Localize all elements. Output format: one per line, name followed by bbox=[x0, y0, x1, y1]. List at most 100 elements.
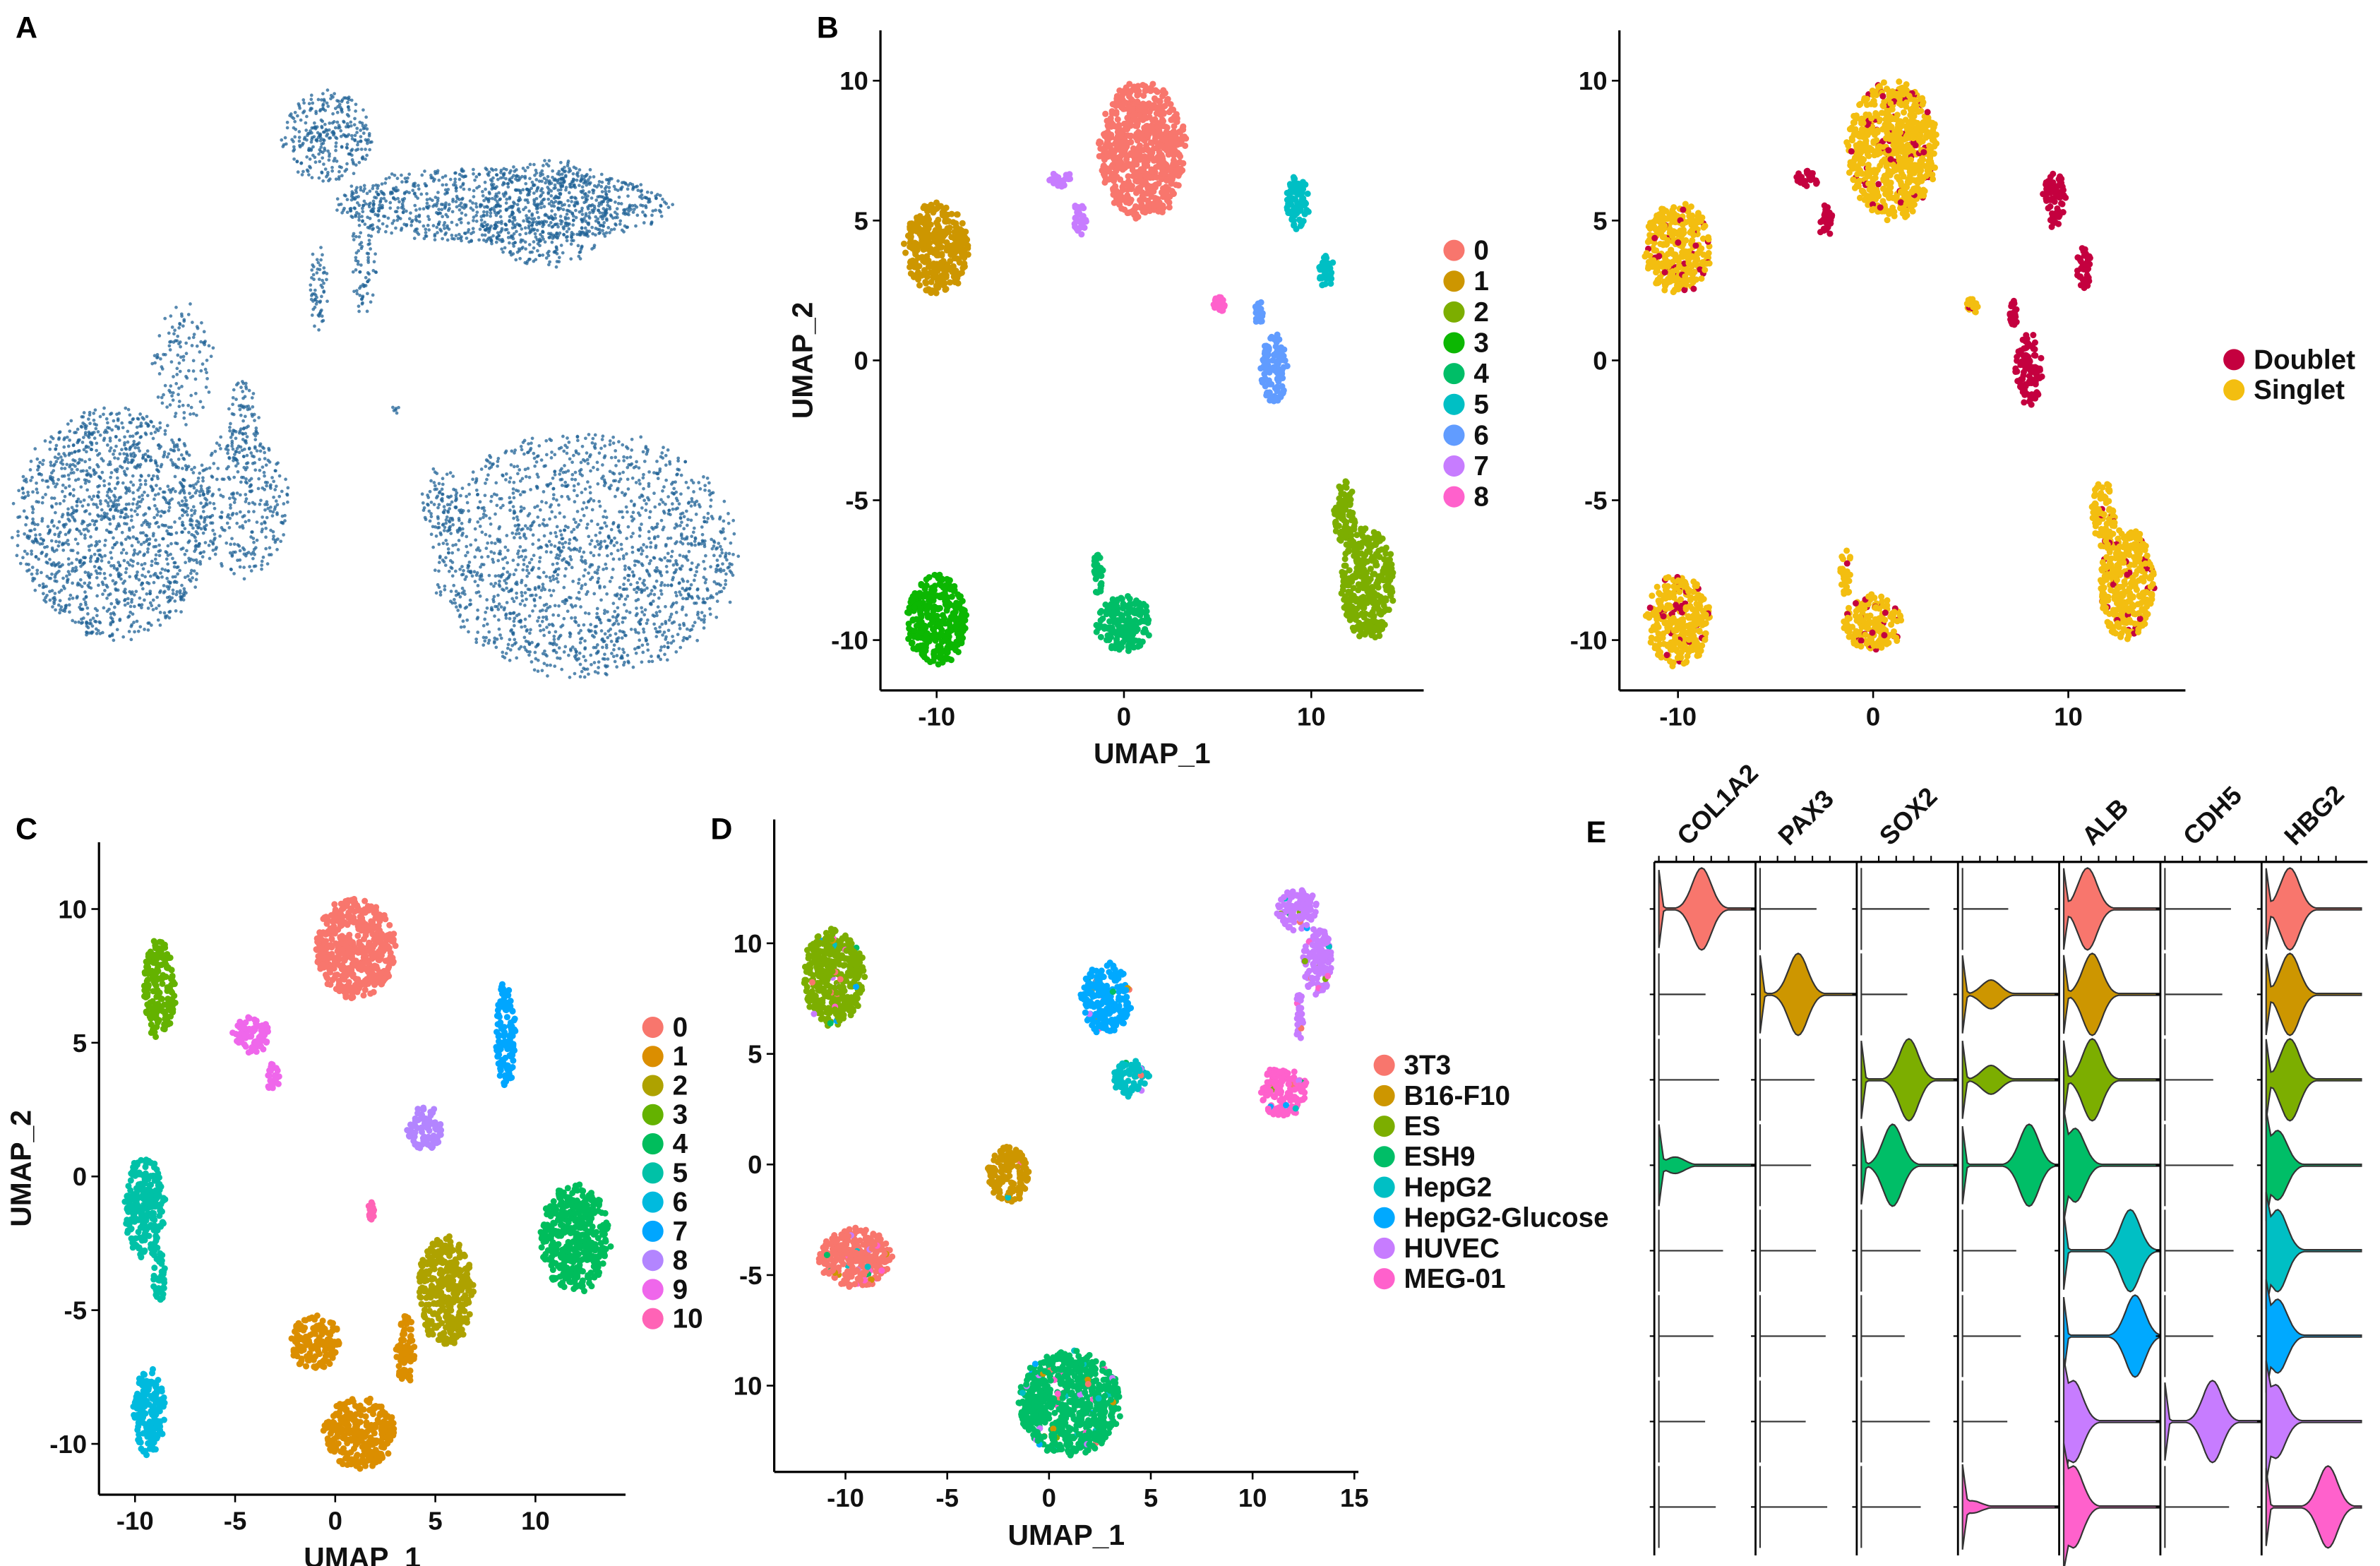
umap-point bbox=[178, 516, 181, 520]
umap-point bbox=[310, 176, 314, 179]
umap-point bbox=[361, 210, 365, 214]
umap-point bbox=[218, 534, 222, 538]
umap-point bbox=[534, 460, 539, 464]
umap-point bbox=[722, 499, 726, 503]
umap-point bbox=[503, 222, 508, 227]
umap-point bbox=[547, 159, 551, 162]
umap-point bbox=[488, 454, 491, 458]
umap-point bbox=[185, 549, 189, 553]
umap-point bbox=[364, 148, 367, 151]
umap-point bbox=[579, 605, 582, 609]
umap-point bbox=[620, 547, 623, 551]
umap-point bbox=[697, 481, 701, 484]
umap-point bbox=[227, 525, 232, 530]
umap-point bbox=[436, 222, 441, 226]
umap-point bbox=[238, 510, 242, 514]
umap-point bbox=[339, 128, 343, 133]
umap-point bbox=[126, 489, 129, 493]
umap-point bbox=[635, 460, 638, 464]
umap-point bbox=[570, 239, 574, 242]
umap-point bbox=[472, 195, 476, 198]
umap-point bbox=[518, 232, 522, 237]
umap-point bbox=[263, 450, 267, 455]
umap-point bbox=[402, 207, 406, 211]
umap-point bbox=[592, 635, 596, 639]
umap-point bbox=[626, 184, 630, 187]
umap-point bbox=[67, 562, 71, 566]
umap-point bbox=[116, 426, 121, 431]
umap-point bbox=[236, 558, 239, 562]
umap-point bbox=[157, 525, 161, 529]
umap-point bbox=[469, 543, 473, 547]
umap-point bbox=[492, 584, 496, 588]
umap-point bbox=[518, 177, 522, 180]
umap-point bbox=[157, 543, 161, 547]
umap-point bbox=[462, 625, 466, 629]
umap-point bbox=[275, 548, 279, 551]
umap-point bbox=[669, 641, 674, 645]
umap-point bbox=[238, 565, 242, 569]
umap-point bbox=[652, 585, 656, 589]
umap-point bbox=[124, 570, 128, 575]
umap-point bbox=[109, 616, 113, 620]
umap-point bbox=[626, 477, 630, 482]
umap-point bbox=[648, 510, 652, 514]
umap-point bbox=[717, 582, 721, 586]
umap-point bbox=[530, 660, 534, 664]
umap-point bbox=[143, 561, 147, 566]
umap-point bbox=[371, 203, 376, 208]
umap-point bbox=[630, 437, 634, 441]
umap-point bbox=[723, 537, 727, 541]
umap-point bbox=[99, 502, 102, 506]
umap-point bbox=[132, 593, 136, 597]
umap-point bbox=[467, 482, 471, 486]
umap-point bbox=[276, 461, 280, 465]
umap-point bbox=[178, 491, 182, 495]
umap-point bbox=[136, 552, 140, 556]
umap-point bbox=[485, 606, 489, 610]
umap-point bbox=[252, 540, 256, 544]
umap-point bbox=[69, 419, 73, 423]
umap-point bbox=[515, 250, 520, 254]
umap-point bbox=[353, 138, 357, 143]
umap-point bbox=[269, 528, 273, 532]
umap-point bbox=[323, 146, 326, 150]
umap-point bbox=[535, 504, 539, 508]
umap-point bbox=[31, 579, 35, 582]
umap-point bbox=[109, 623, 113, 627]
umap-point bbox=[263, 480, 268, 484]
umap-point bbox=[139, 542, 143, 546]
umap-point bbox=[540, 169, 544, 173]
umap-point bbox=[585, 458, 590, 462]
umap-point bbox=[494, 512, 497, 516]
umap-point bbox=[74, 431, 78, 434]
umap-point bbox=[511, 216, 515, 220]
umap-point bbox=[618, 510, 621, 514]
umap-point bbox=[544, 615, 549, 619]
umap-point bbox=[531, 542, 535, 546]
umap-point bbox=[518, 468, 522, 472]
umap-point bbox=[151, 608, 155, 611]
umap-point bbox=[249, 535, 253, 539]
umap-point bbox=[669, 536, 673, 540]
umap-point bbox=[578, 168, 582, 172]
umap-point bbox=[162, 611, 167, 615]
umap-point bbox=[171, 588, 175, 592]
umap-point bbox=[87, 479, 91, 484]
umap-point bbox=[640, 562, 644, 566]
umap-point bbox=[109, 612, 113, 616]
umap-point bbox=[647, 659, 651, 664]
umap-point bbox=[597, 179, 602, 184]
umap-point bbox=[603, 444, 607, 448]
umap-point bbox=[232, 475, 237, 479]
umap-point bbox=[522, 208, 525, 212]
umap-point bbox=[600, 438, 604, 441]
umap-point bbox=[498, 579, 501, 583]
umap-point bbox=[265, 484, 268, 488]
umap-point bbox=[570, 235, 573, 239]
umap-point bbox=[686, 542, 690, 546]
umap-point bbox=[434, 210, 438, 215]
umap-point bbox=[98, 414, 102, 419]
umap-point bbox=[542, 534, 546, 538]
umap-point bbox=[511, 237, 515, 241]
